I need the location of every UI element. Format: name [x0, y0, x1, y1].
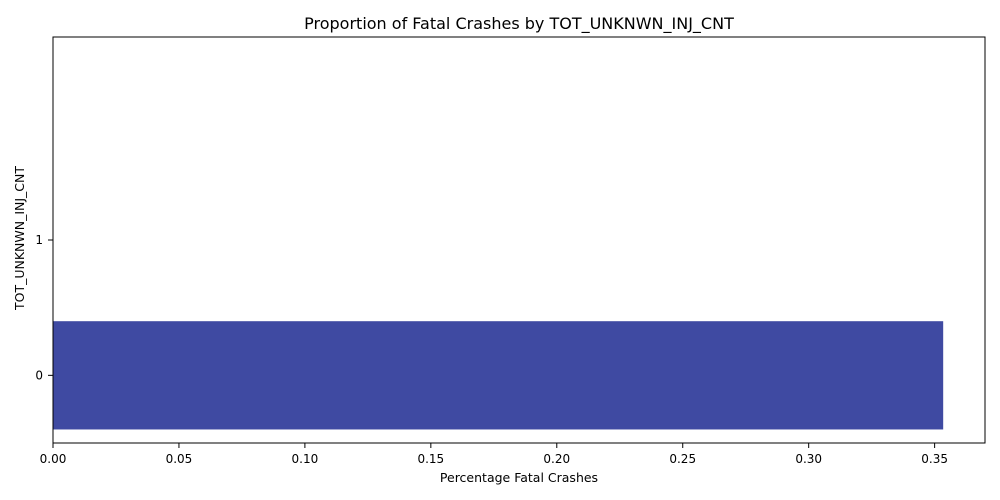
bar-0 [53, 321, 944, 430]
bars-group [53, 321, 944, 430]
y-axis: 01 [35, 233, 53, 382]
y-axis-label: TOT_UNKNWN_INJ_CNT [12, 166, 27, 311]
x-axis-label: Percentage Fatal Crashes [440, 470, 598, 485]
y-tick-label: 1 [35, 233, 43, 247]
x-tick-label: 0.00 [40, 452, 67, 466]
plot-frame [52, 36, 986, 444]
y-tick-label: 0 [35, 368, 43, 382]
x-tick-label: 0.35 [921, 452, 948, 466]
chart-title: Proportion of Fatal Crashes by TOT_UNKNW… [304, 14, 734, 34]
x-tick-label: 0.05 [166, 452, 193, 466]
x-tick-label: 0.10 [292, 452, 319, 466]
x-tick-label: 0.15 [417, 452, 444, 466]
x-tick-label: 0.25 [669, 452, 696, 466]
x-tick-label: 0.30 [795, 452, 822, 466]
x-tick-label: 0.20 [543, 452, 570, 466]
x-axis: 0.00 0.05 0.10 0.15 0.20 0.25 0.30 0.35 [40, 443, 948, 466]
